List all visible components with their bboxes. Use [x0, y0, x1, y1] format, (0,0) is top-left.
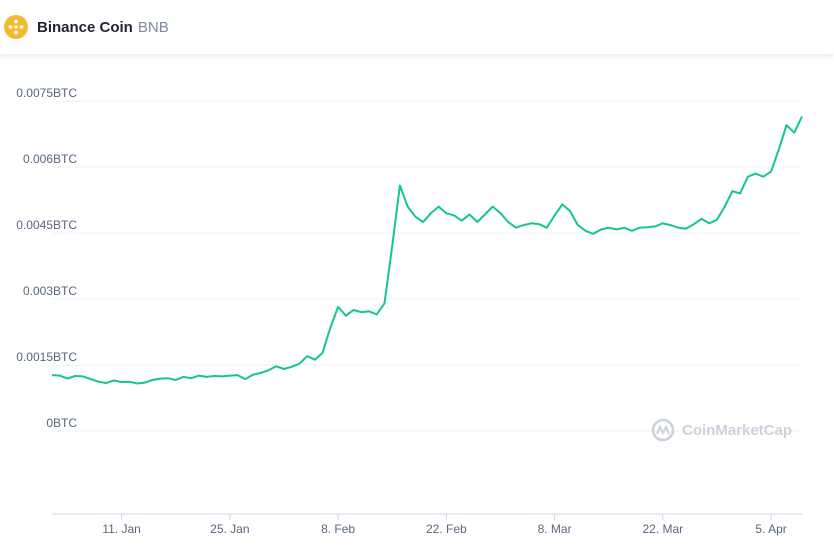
x-tick-label: 22. Feb — [426, 522, 467, 536]
y-tick-label: 0.003BTC — [23, 284, 77, 298]
x-tick-label: 8. Feb — [321, 522, 355, 536]
x-tick-label: 5. Apr — [755, 522, 786, 536]
x-tick-label: 11. Jan — [102, 522, 140, 536]
x-tick-label: 22. Mar — [642, 522, 683, 536]
watermark: CoinMarketCap — [651, 418, 792, 442]
x-tick-label: 8. Mar — [538, 522, 572, 536]
x-axis-labels: 11. Jan 25. Jan 8. Feb 22. Feb 8. Mar 22. Mar… — [102, 514, 787, 536]
y-tick-label: 0BTC — [46, 416, 77, 430]
coin-name: Binance Coin — [37, 18, 133, 36]
coin-symbol: BNB — [137, 18, 169, 36]
x-tick-label: 25. Jan — [210, 522, 249, 536]
y-tick-label: 0.0045BTC — [16, 218, 77, 232]
series-line[interactable] — [51, 115, 803, 385]
y-tick-label: 0.0075BTC — [16, 86, 77, 100]
coinmarketcap-logo-icon — [651, 418, 675, 442]
y-axis-labels: 0BTC 0.0015BTC 0.003BTC 0.0045BTC 0.006BTC 0.… — [16, 86, 77, 430]
grid-lines — [52, 100, 802, 432]
bnb-logo-icon — [4, 15, 28, 39]
coin-header: Binance Coin BNB — [0, 0, 834, 54]
y-tick-label: 0.006BTC — [23, 152, 77, 166]
y-tick-label: 0.0015BTC — [16, 350, 77, 364]
watermark-text: CoinMarketCap — [682, 422, 792, 439]
